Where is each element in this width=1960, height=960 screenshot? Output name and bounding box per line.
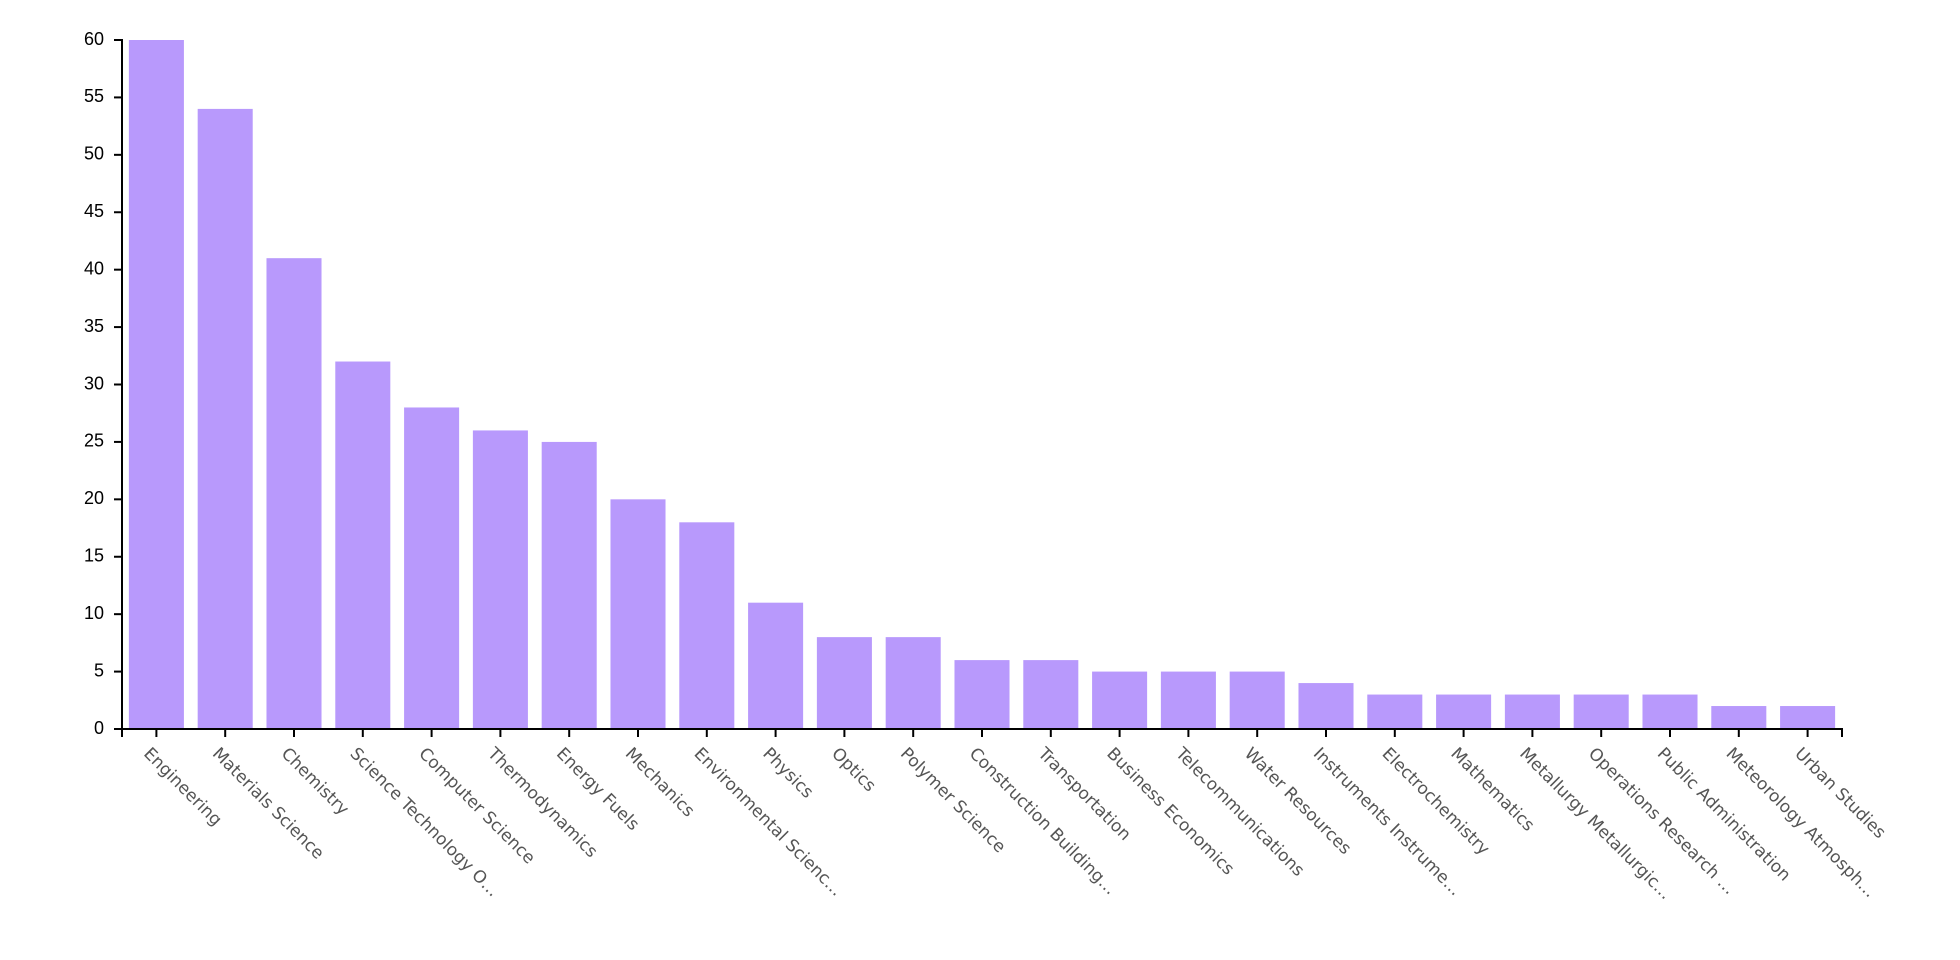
x-tick-label: Telecommunications	[1171, 743, 1309, 881]
bar	[1092, 671, 1148, 729]
bar	[1780, 706, 1836, 729]
bar	[128, 40, 184, 729]
bar	[197, 108, 253, 729]
bar	[1298, 683, 1354, 729]
y-tick-label: 50	[84, 144, 104, 164]
bar	[1160, 671, 1216, 729]
y-tick-label: 15	[84, 546, 104, 566]
bar	[1023, 660, 1079, 729]
x-tick-label: Physics	[759, 744, 818, 803]
x-tick-label: Public Administration	[1653, 744, 1795, 886]
x-tick-label: Chemistry	[277, 744, 353, 820]
bar	[679, 522, 735, 729]
bar	[816, 637, 872, 729]
y-tick-label: 10	[84, 603, 104, 623]
y-tick-label: 45	[84, 201, 104, 221]
y-tick-label: 20	[84, 488, 104, 508]
bar	[954, 660, 1010, 729]
bar	[1504, 694, 1560, 729]
bar	[404, 407, 460, 729]
y-tick-label: 30	[84, 373, 104, 393]
y-axis: 0 5 10 15 20 25 30 35 40 45 50 55 60	[84, 29, 123, 738]
bar	[885, 637, 941, 729]
y-tick-label: 35	[84, 316, 104, 336]
y-tick-label: 55	[84, 86, 104, 106]
bar	[1711, 706, 1767, 729]
bar	[541, 441, 597, 729]
bars-group	[128, 40, 1836, 729]
bar	[1367, 694, 1423, 729]
y-tick-label: 0	[94, 718, 104, 738]
y-tick-label: 25	[84, 431, 104, 451]
bar	[1229, 671, 1285, 729]
x-tick-label: Optics	[827, 744, 879, 796]
bar	[1573, 694, 1629, 729]
bar	[472, 430, 528, 729]
bar	[748, 602, 804, 729]
y-tick-label: 40	[84, 258, 104, 278]
bar	[335, 361, 391, 729]
bar	[1436, 694, 1492, 729]
y-tick-label: 60	[84, 29, 104, 49]
x-tick-label: Business Economics	[1103, 744, 1239, 880]
bar	[266, 258, 322, 729]
y-tick-label: 5	[94, 660, 104, 680]
bar	[1642, 694, 1698, 729]
x-tick-label: Computer Science	[415, 744, 539, 868]
bar	[610, 499, 666, 729]
